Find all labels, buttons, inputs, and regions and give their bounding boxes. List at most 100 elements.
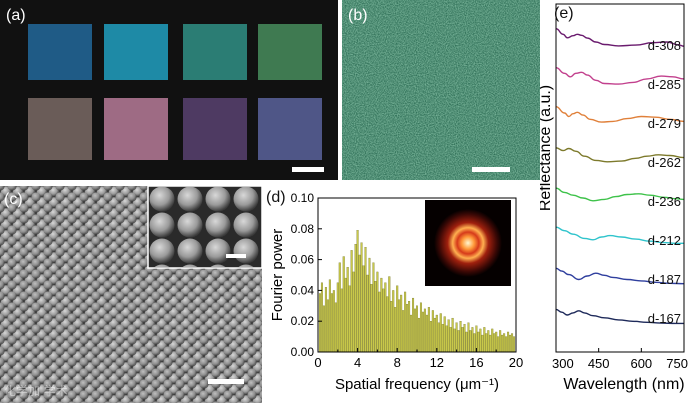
panel-b-texture <box>342 0 540 180</box>
spectrum-line <box>555 308 684 325</box>
panel-b: (b) <box>342 0 540 180</box>
x-tick-label: 20 <box>509 355 523 370</box>
fft-ring <box>434 209 502 277</box>
bar <box>487 330 490 353</box>
bar <box>443 316 446 353</box>
bar <box>356 230 359 353</box>
series-label: d-167 <box>648 311 681 326</box>
bar <box>350 250 353 353</box>
reflectance-chart: d-308 d-285 d-279 d-262 d-236 d-212 d-187 d-167… <box>540 3 688 393</box>
bar <box>402 310 405 353</box>
panel-c-inset <box>147 186 262 269</box>
bar <box>451 317 454 353</box>
bar <box>406 304 409 353</box>
bar <box>497 336 500 353</box>
x-tick-label: 750 <box>666 356 688 371</box>
y-axis-label: Reflectance (a.u.) <box>540 85 554 211</box>
bar <box>330 293 333 353</box>
bar <box>505 336 508 353</box>
bar <box>495 331 498 353</box>
bar <box>342 256 345 353</box>
bar <box>513 336 516 353</box>
x-tick-label: 450 <box>588 356 610 371</box>
bar <box>439 313 442 353</box>
bar <box>372 262 375 353</box>
bar <box>461 327 464 353</box>
panel-a-label: (a) <box>6 7 26 24</box>
bar <box>404 291 407 353</box>
spectrum-line <box>555 28 685 47</box>
panel-c: (c) 化学加 学术 <box>0 186 262 403</box>
bar <box>318 293 321 353</box>
x-axis-label: Wavelength (nm) <box>563 376 684 393</box>
bar <box>473 333 476 353</box>
bar <box>366 274 369 353</box>
bar <box>509 334 512 353</box>
bar <box>374 281 377 353</box>
bar <box>380 277 383 353</box>
bar <box>348 285 351 353</box>
bar <box>471 327 474 353</box>
panel-d-label: (d) <box>266 189 286 206</box>
y-tick-label: 0.02 <box>291 314 315 328</box>
bar <box>419 302 422 353</box>
bar <box>408 301 411 353</box>
bar <box>483 327 486 353</box>
fourier-power-chart: 0.00 0.02 0.04 0.06 0.08 0.10 0 4 8 12 16 20 Spatial… <box>269 191 523 393</box>
bar <box>465 331 468 353</box>
bar <box>467 322 470 353</box>
bar <box>322 305 325 353</box>
bar <box>441 324 444 353</box>
series-label: d-285 <box>648 77 681 92</box>
spectrum-line <box>555 226 684 244</box>
y-axis-label: Fourier power <box>269 229 286 322</box>
bar <box>378 291 381 353</box>
bar <box>427 307 430 353</box>
bar <box>410 314 413 353</box>
bar <box>491 328 494 353</box>
bar <box>435 314 438 353</box>
bar <box>360 242 363 353</box>
bar <box>336 282 339 353</box>
series-label: d-279 <box>648 116 681 131</box>
bar <box>338 262 341 353</box>
series-label: d-212 <box>648 233 681 248</box>
spectrum-line <box>555 106 685 123</box>
x-tick-label: 8 <box>394 355 401 370</box>
bar <box>332 290 335 353</box>
x-tick-label: 4 <box>354 355 361 370</box>
bar <box>412 297 415 353</box>
panel-a: (a) <box>0 0 338 180</box>
bar <box>489 334 492 353</box>
y-tick-label: 0.04 <box>291 283 315 297</box>
bar <box>485 333 488 353</box>
x-tick-label: 300 <box>552 356 574 371</box>
x-tick-label: 12 <box>430 355 444 370</box>
spectrum-line <box>555 67 685 85</box>
panel-c-spheres <box>0 186 262 403</box>
color-swatch <box>183 98 247 160</box>
bar <box>445 325 448 353</box>
y-tick-label: 0.00 <box>291 345 315 359</box>
bar <box>431 310 434 353</box>
bar <box>499 330 502 353</box>
bar <box>455 322 458 353</box>
color-swatch <box>28 24 92 80</box>
bar <box>358 254 361 353</box>
bar <box>392 290 395 353</box>
bar <box>437 322 440 353</box>
bar <box>429 321 432 353</box>
bar <box>463 324 466 353</box>
bar <box>501 334 504 353</box>
bar <box>415 305 418 353</box>
bar <box>376 271 379 353</box>
color-swatch <box>104 24 168 80</box>
bar <box>352 271 355 353</box>
y-tick-label: 0.06 <box>291 253 315 267</box>
bar <box>386 296 389 353</box>
bar <box>457 330 460 353</box>
scale-bar-b <box>472 167 510 172</box>
series-label: d-308 <box>648 38 681 53</box>
bar <box>340 288 343 353</box>
bar <box>417 317 420 353</box>
